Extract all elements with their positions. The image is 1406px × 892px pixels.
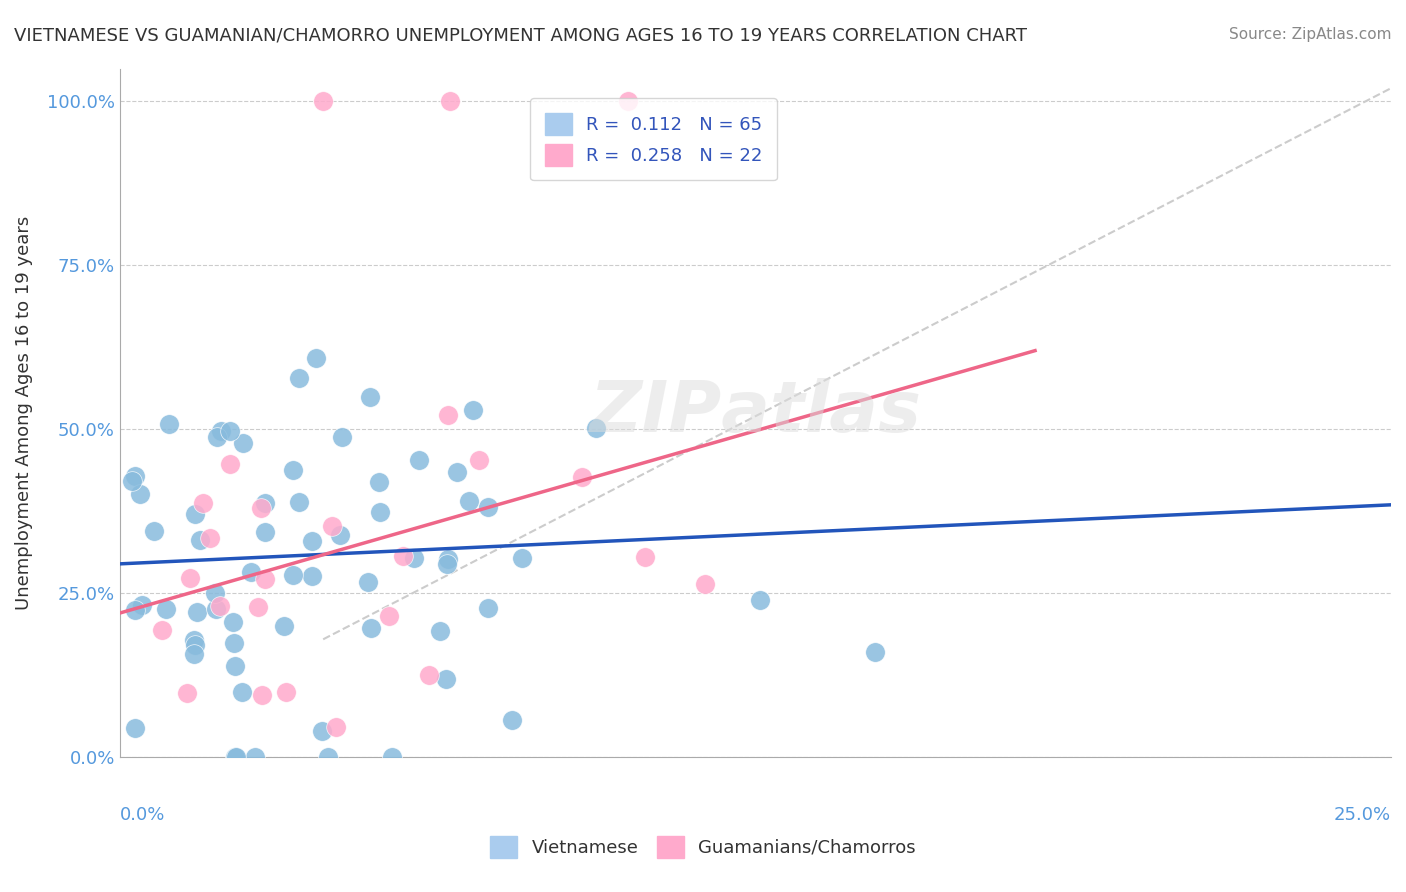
Point — [208, 599, 231, 613]
Point — [418, 668, 440, 682]
Point — [436, 557, 458, 571]
Point — [321, 519, 343, 533]
Legend: R =  0.112   N = 65, R =  0.258   N = 22: R = 0.112 N = 65, R = 0.258 N = 22 — [530, 98, 778, 180]
Point — [311, 723, 333, 738]
Point — [249, 500, 271, 515]
Point — [205, 430, 228, 444]
Point — [439, 95, 461, 109]
Point — [232, 435, 254, 450]
Point — [221, 615, 243, 629]
Point — [124, 468, 146, 483]
Point — [367, 475, 389, 489]
Point — [157, 417, 180, 431]
Point — [243, 750, 266, 764]
Point — [408, 453, 430, 467]
Text: VIETNAMESE VS GUAMANIAN/CHAMORRO UNEMPLOYMENT AMONG AGES 16 TO 19 YEARS CORRELAT: VIETNAMESE VS GUAMANIAN/CHAMORRO UNEMPLO… — [14, 27, 1026, 45]
Point — [429, 624, 451, 639]
Point — [204, 586, 226, 600]
Point — [434, 672, 457, 686]
Point — [357, 574, 380, 589]
Point — [129, 487, 152, 501]
Point — [305, 351, 328, 365]
Point — [191, 496, 214, 510]
Point — [360, 621, 382, 635]
Point — [281, 463, 304, 477]
Point — [477, 601, 499, 615]
Point — [359, 391, 381, 405]
Point — [585, 420, 607, 434]
Point — [510, 551, 533, 566]
Point — [224, 636, 246, 650]
Point — [218, 424, 240, 438]
Point — [179, 571, 201, 585]
Point — [254, 572, 277, 586]
Point — [274, 685, 297, 699]
Point — [437, 408, 460, 422]
Y-axis label: Unemployment Among Ages 16 to 19 years: Unemployment Among Ages 16 to 19 years — [15, 216, 32, 610]
Point — [124, 603, 146, 617]
Point — [224, 750, 246, 764]
Point — [219, 457, 242, 471]
Point — [184, 638, 207, 652]
Point — [330, 430, 353, 444]
Point — [250, 688, 273, 702]
Point — [131, 598, 153, 612]
Text: Source: ZipAtlas.com: Source: ZipAtlas.com — [1229, 27, 1392, 42]
Point — [378, 609, 401, 624]
Text: 25.0%: 25.0% — [1334, 805, 1391, 823]
Point — [239, 566, 262, 580]
Point — [477, 500, 499, 514]
Point — [501, 713, 523, 727]
Point — [283, 567, 305, 582]
Point — [287, 371, 309, 385]
Point — [325, 721, 347, 735]
Point — [155, 602, 177, 616]
Point — [198, 531, 221, 545]
Point — [437, 552, 460, 566]
Point — [458, 494, 481, 508]
Point — [183, 632, 205, 647]
Point — [301, 568, 323, 582]
Point — [617, 95, 640, 109]
Point — [287, 494, 309, 508]
Point — [254, 496, 277, 510]
Point — [463, 402, 485, 417]
Point — [446, 465, 468, 479]
Point — [634, 549, 657, 564]
Legend: Vietnamese, Guamanians/Chamorros: Vietnamese, Guamanians/Chamorros — [484, 829, 922, 865]
Text: ZIP​atlas: ZIP​atlas — [589, 378, 921, 448]
Point — [316, 750, 339, 764]
Point — [188, 533, 211, 547]
Point — [142, 524, 165, 538]
Point — [273, 619, 295, 633]
Text: 0.0%: 0.0% — [120, 805, 165, 823]
Point — [253, 524, 276, 539]
Point — [124, 721, 146, 735]
Point — [225, 750, 247, 764]
Point — [301, 533, 323, 548]
Point — [224, 659, 246, 673]
Point — [748, 592, 770, 607]
Point — [176, 686, 198, 700]
Point — [312, 95, 335, 109]
Point — [246, 600, 269, 615]
Point — [381, 750, 404, 764]
Point — [150, 623, 173, 637]
Point — [695, 577, 717, 591]
Point — [392, 549, 415, 564]
Point — [863, 645, 886, 659]
Point — [368, 506, 391, 520]
Point — [467, 452, 489, 467]
Point — [231, 685, 253, 699]
Point — [186, 605, 208, 619]
Point — [209, 424, 232, 438]
Point — [205, 602, 228, 616]
Point — [184, 507, 207, 521]
Point — [329, 528, 352, 542]
Point — [183, 647, 205, 661]
Point — [571, 470, 593, 484]
Point — [404, 550, 426, 565]
Point — [121, 474, 143, 488]
